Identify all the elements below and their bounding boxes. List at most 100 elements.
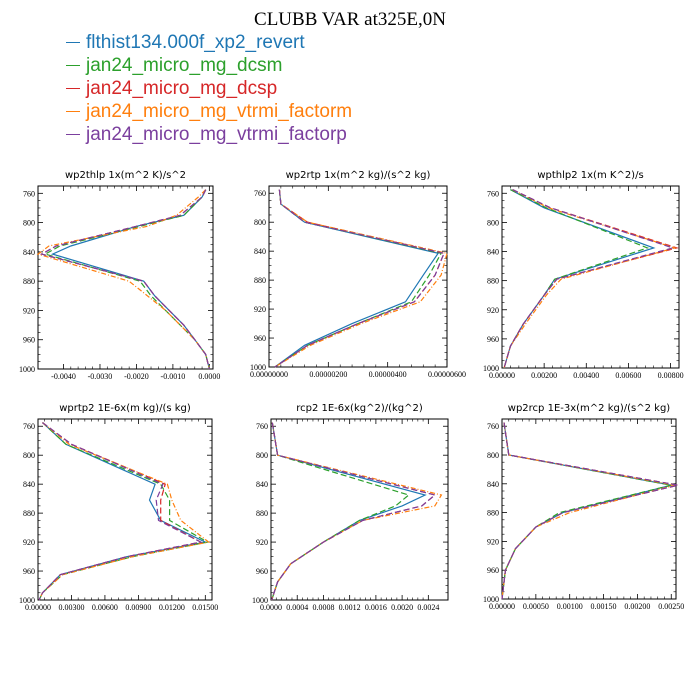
series-line [38,422,203,601]
plot-frame [501,185,680,369]
x-tick-label: 0.00100 [557,602,583,611]
x-tick-label: 0.00200 [624,602,650,611]
plot-frame [37,418,213,601]
x-tick-label: 0.00000 [489,371,515,380]
y-tick-label: 880 [487,277,499,286]
panel-title: rcp2 1E-6x(kg^2)/(kg^2) [296,403,423,414]
x-tick-label: 0.00000400 [369,370,407,379]
y-tick-label: 880 [256,509,268,518]
y-tick-label: 920 [254,305,266,314]
legend-item: jan24_micro_mg_dcsm [66,54,352,77]
series-line [274,189,443,368]
y-tick-label: 880 [254,276,266,285]
y-tick-label: 1000 [19,365,35,374]
x-tick-label: -0.0020 [124,372,149,381]
legend-item: jan24_micro_mg_vtrmi_factorm [66,100,352,123]
series-line [501,422,675,600]
legend-item: flthist134.000f_xp2_revert [66,31,352,54]
y-tick-label: 920 [23,306,35,315]
x-tick-label: 0.0012 [339,603,361,612]
legend: flthist134.000f_xp2_revert jan24_micro_m… [66,31,352,146]
series-line [501,422,679,600]
panel-title: wpthlp2 1x(m K^2)/s [537,170,643,181]
x-tick-label: 0.00050 [523,602,549,611]
legend-label: jan24_micro_mg_dcsm [86,54,283,76]
x-tick-label: 0.00300 [58,603,84,612]
legend-label: flthist134.000f_xp2_revert [86,31,305,53]
panel-title: wp2rcp 1E-3x(m^2 kg)/(s^2 kg) [508,403,671,414]
x-tick-label: -0.0030 [88,372,113,381]
x-tick-label: -0.0040 [51,372,76,381]
y-tick-label: 960 [23,336,35,345]
y-tick-label: 800 [487,218,499,227]
x-tick-label: 0.0000 [260,603,282,612]
series-line [43,189,210,370]
series-line [274,189,448,368]
y-tick-label: 800 [256,451,268,460]
y-tick-label: 760 [23,422,35,431]
series-line [503,189,656,369]
x-tick-label: 0.0024 [417,603,439,612]
y-tick-label: 960 [487,566,499,575]
legend-item: jan24_micro_mg_vtrmi_factorp [66,123,352,146]
y-tick-label: 920 [487,537,499,546]
y-tick-label: 960 [23,567,35,576]
y-tick-label: 920 [487,306,499,315]
legend-item: jan24_micro_mg_dcsp [66,77,352,100]
panel-1: wp2thlp 1x(m^2 K)/s^2 760 800 840 880 920 960 1… [19,170,220,381]
y-tick-label: 920 [256,538,268,547]
y-tick-label: 1000 [252,596,268,605]
legend-label: jan24_micro_mg_vtrmi_factorp [86,123,347,145]
y-tick-label: 1000 [483,595,499,604]
x-tick-label: 0.00800 [658,371,684,380]
x-tick-label: 0.0016 [365,603,387,612]
series-line [38,422,211,601]
series-line [271,422,437,601]
series-line [271,422,410,601]
y-tick-label: 960 [256,567,268,576]
plot-frame [268,185,448,368]
y-tick-label: 760 [256,422,268,431]
plot-frame [37,185,214,370]
x-tick-label: 0.0000 [198,372,220,381]
x-tick-label: 0.00600 [615,371,641,380]
series-line [501,422,672,600]
x-tick-label: 0.0008 [312,603,334,612]
x-tick-label: 0.01200 [159,603,185,612]
panel-4: wprtp2 1E-6x(m kg)/(s kg) 760 800 840 880 920… [19,403,218,612]
panel-6: wp2rcp 1E-3x(m^2 kg)/(s^2 kg) 760 800 840 88… [483,403,684,611]
x-tick-label: -0.0010 [161,372,186,381]
panel-title: wp2rtp 1x(m^2 kg)/(s^2 kg) [286,170,431,181]
series-line [40,189,210,370]
series-line [503,189,677,369]
y-tick-label: 840 [23,480,35,489]
y-tick-label: 840 [256,480,268,489]
series-line [501,422,672,600]
x-tick-label: 0.00000 [489,602,515,611]
y-tick-label: 840 [487,480,499,489]
y-tick-label: 840 [487,248,499,257]
x-tick-label: 0.00000600 [428,370,466,379]
y-tick-label: 840 [23,248,35,257]
series-line [274,189,445,368]
y-tick-label: 880 [23,509,35,518]
plot-frame [501,418,677,600]
figure-title: CLUBB VAR at325E,0N [254,9,446,30]
y-tick-label: 760 [487,189,499,198]
y-tick-label: 920 [23,538,35,547]
series-line [36,189,210,370]
y-tick-label: 960 [254,334,266,343]
series-line [40,189,210,370]
series-line [271,422,443,601]
series-line [503,189,650,369]
series-line [271,422,427,601]
panel-2: wp2rtp 1x(m^2 kg)/(s^2 kg) 760 800 840 880 92… [250,170,466,379]
x-tick-label: 0.01500 [192,603,218,612]
y-tick-label: 1000 [250,363,266,372]
x-tick-label: 0.00000200 [309,370,347,379]
x-tick-label: 0.00150 [591,602,617,611]
series-line [503,189,680,369]
legend-swatch [66,88,80,89]
y-tick-label: 880 [487,509,499,518]
